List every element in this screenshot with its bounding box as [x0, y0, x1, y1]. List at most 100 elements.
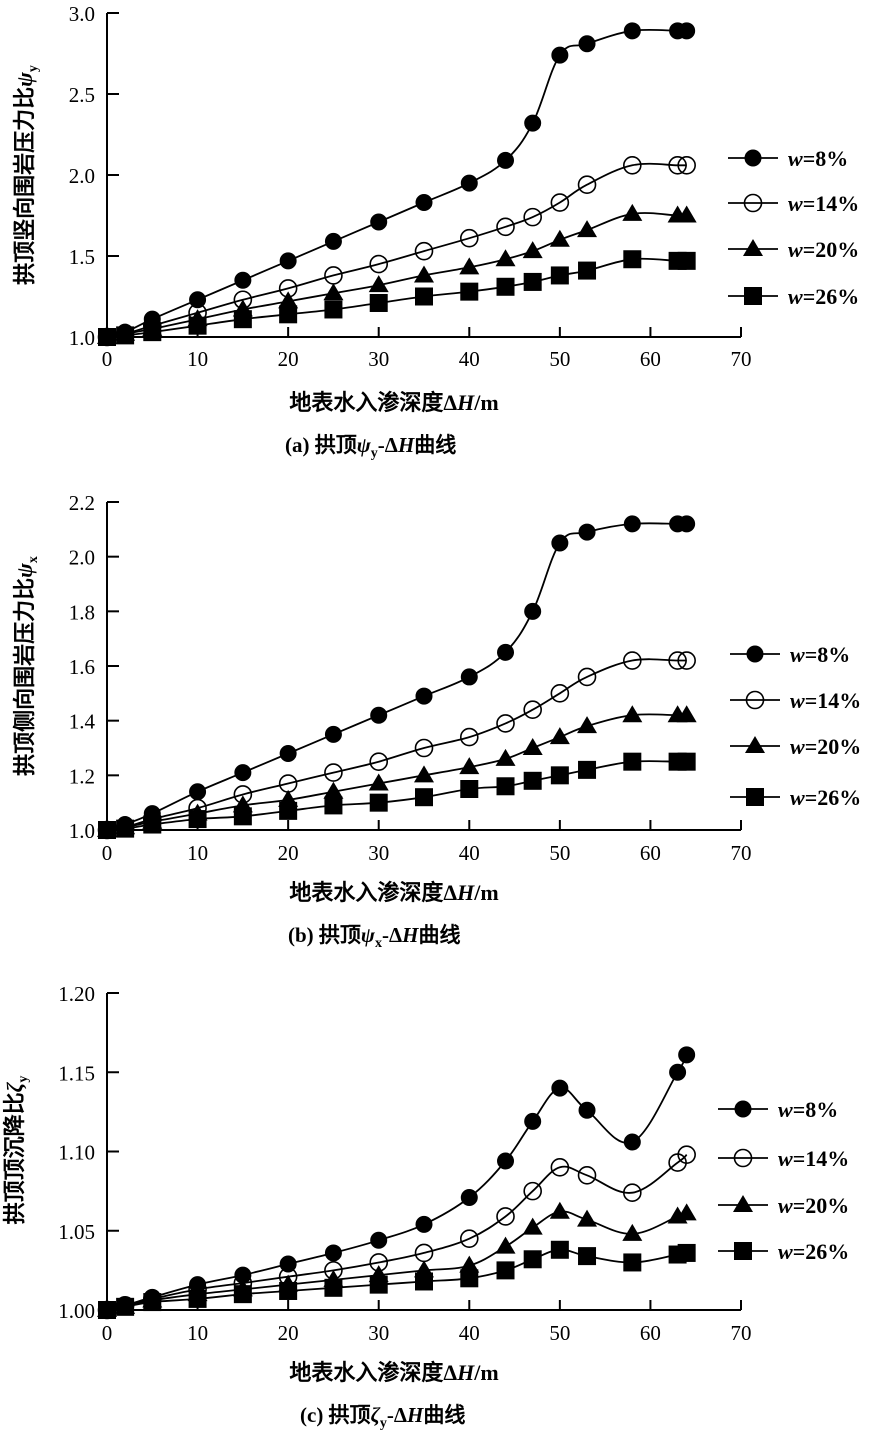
series-w-14-	[97, 1145, 696, 1320]
data-point	[234, 271, 252, 289]
data-point	[550, 1158, 570, 1177]
data-point	[496, 277, 515, 296]
data-point	[497, 1152, 515, 1170]
data-point	[415, 1272, 433, 1291]
data-point	[550, 193, 570, 212]
data-point	[369, 752, 389, 771]
data-point	[324, 232, 342, 250]
legend-value: =14%	[805, 688, 862, 713]
data-point	[414, 738, 434, 758]
caption-suffix: 曲线	[423, 1403, 465, 1427]
y-tick-label: 1.4	[69, 710, 96, 734]
legend-entry: w=8%	[718, 1097, 838, 1122]
data-point	[678, 1046, 696, 1064]
caption-delta: -Δ	[382, 923, 402, 947]
legend-value: =20%	[805, 734, 862, 759]
data-point	[415, 687, 433, 705]
data-point	[623, 515, 641, 533]
series-line	[106, 658, 687, 831]
y-tick-label: 2.5	[69, 83, 95, 107]
y-axis-title: 拱顶竖向围岩压力比ψy	[12, 65, 41, 285]
data-point	[677, 1243, 696, 1262]
data-point	[98, 328, 116, 346]
data-point	[550, 684, 570, 703]
legend-value: =8%	[803, 146, 849, 171]
legend-label: w=20%	[790, 734, 861, 759]
data-point	[524, 114, 542, 132]
legend-marker	[744, 287, 762, 305]
data-point	[676, 705, 697, 723]
data-point	[622, 203, 643, 221]
chart-panel-c: 0 10 20 30 40 50 60 70 1.00 1.05 1.10 1.15 1.20 拱顶顶沉降…	[2, 982, 849, 1431]
legend-entry: w=26%	[718, 1239, 849, 1264]
data-point	[622, 1223, 643, 1241]
data-point	[550, 1240, 569, 1259]
data-point	[523, 207, 542, 227]
data-point	[677, 251, 696, 270]
data-point	[189, 291, 207, 309]
data-point	[623, 1133, 641, 1151]
data-point	[578, 1247, 597, 1266]
data-point	[279, 1255, 297, 1273]
legend-var: w	[778, 1146, 793, 1171]
data-point	[676, 1203, 697, 1221]
x-tick-label: 50	[549, 347, 570, 371]
data-point	[279, 252, 297, 270]
data-point	[369, 254, 389, 274]
data-point	[677, 752, 696, 771]
data-point	[415, 788, 433, 807]
data-point	[369, 793, 388, 812]
data-point	[497, 151, 515, 169]
legend-entry: w=20%	[718, 1193, 849, 1218]
y-axis-title-symbol: ψ	[12, 563, 37, 578]
data-point	[459, 257, 480, 275]
data-point	[678, 22, 696, 40]
data-point	[495, 1236, 516, 1254]
x-axis-title-unit: /m	[473, 1360, 498, 1385]
x-tick-label: 40	[459, 841, 480, 865]
data-point	[678, 515, 696, 533]
data-point	[523, 272, 542, 291]
y-axis-title-subscript: y	[16, 1076, 31, 1083]
x-axis-title-var: H	[456, 390, 475, 415]
caption-var: H	[406, 1403, 424, 1427]
y-tick-label: 1.8	[69, 600, 95, 624]
data-point	[549, 1201, 570, 1219]
series-line	[106, 1154, 688, 1311]
data-point	[459, 228, 479, 248]
data-point	[550, 266, 569, 285]
caption-symbol: ζ	[371, 1403, 381, 1427]
data-point	[188, 1289, 207, 1308]
data-point	[460, 1188, 478, 1206]
data-point	[522, 738, 543, 755]
data-point	[116, 1297, 135, 1316]
legend-label: w=14%	[788, 191, 859, 216]
legend-marker	[746, 788, 764, 806]
series-line	[106, 162, 687, 338]
data-point	[623, 651, 642, 670]
series-w-26-	[98, 250, 696, 346]
data-point	[323, 781, 344, 799]
series-w-14-	[97, 155, 696, 347]
figure-caption: (a) 拱顶ψy-ΔH曲线	[285, 433, 456, 461]
series-line	[106, 522, 687, 831]
x-tick-label: 10	[187, 347, 208, 371]
series-w-26-	[98, 1240, 696, 1319]
legend-entry: w=26%	[728, 284, 859, 309]
x-tick-label: 0	[102, 347, 113, 371]
data-point	[523, 771, 542, 790]
data-point	[278, 774, 298, 793]
data-point	[369, 293, 388, 312]
data-point	[578, 261, 597, 280]
x-tick-label: 10	[187, 841, 208, 865]
x-tick-label: 20	[278, 347, 299, 371]
data-point	[369, 1275, 388, 1294]
y-tick-label: 1.0	[69, 326, 95, 350]
legend-value: =26%	[803, 284, 860, 309]
data-point	[524, 602, 542, 620]
data-point	[551, 534, 569, 552]
legend-value: =20%	[793, 1193, 850, 1218]
legend-marker	[746, 645, 764, 663]
legend-entry: w=14%	[730, 688, 861, 713]
figure-caption: (c) 拱顶ζy-ΔH曲线	[300, 1403, 465, 1431]
